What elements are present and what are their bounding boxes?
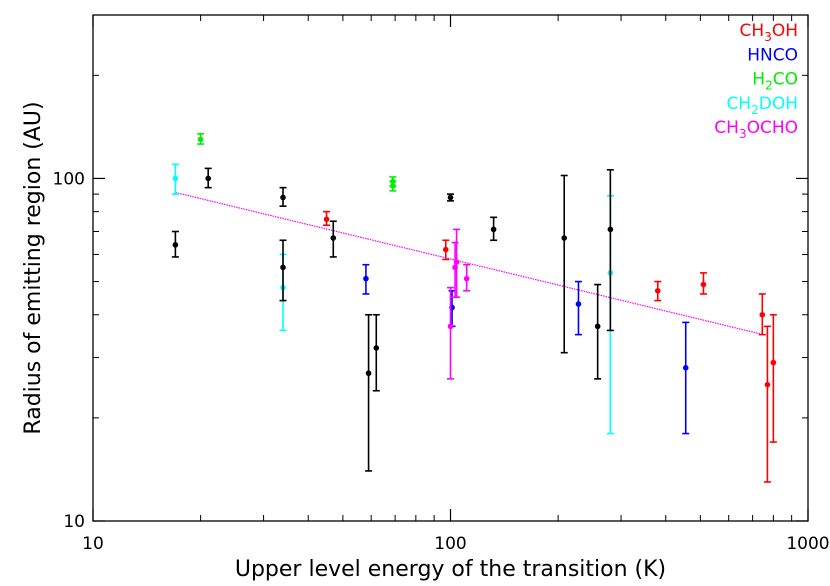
x-tick-label: 100 [434, 534, 466, 554]
data-point [453, 259, 460, 265]
data-point [770, 359, 777, 366]
data-point [205, 175, 211, 182]
data-point [197, 136, 204, 143]
data-point [463, 275, 470, 282]
legend-entry-hnco: HNCO [747, 45, 798, 65]
data-point [447, 194, 454, 201]
data-point [373, 345, 380, 351]
x-tick-label: 10 [82, 534, 104, 554]
data-point [764, 381, 771, 388]
data-point [172, 175, 179, 182]
x-tick-label: 1000 [786, 534, 829, 554]
data-point [700, 281, 707, 288]
data-point [682, 365, 689, 371]
y-tick-label: 100 [53, 169, 85, 189]
data-point [280, 264, 286, 271]
data-point [172, 242, 179, 248]
plot-frame [92, 14, 809, 522]
legend-entry-h2co: H2CO [752, 70, 798, 93]
legend-entry-ch3oh: CH3OH [740, 21, 798, 44]
data-point [575, 301, 582, 307]
fit-line [175, 191, 764, 336]
y-tick-label: 10 [63, 512, 85, 532]
series-ch3oh [323, 210, 777, 483]
data-point [365, 370, 372, 377]
data-point [561, 235, 568, 241]
data-point [607, 226, 614, 233]
data-point [442, 246, 449, 253]
legend-entry-ch2doh: CH2DOH [726, 94, 798, 117]
data-point [390, 178, 396, 185]
y-axis-title: Radius of emitting region (AU) [21, 101, 46, 434]
data-point [594, 323, 601, 330]
data-point [447, 323, 454, 330]
series-h2co [197, 132, 397, 192]
x-axis-title: Upper level energy of the transition (K) [235, 557, 666, 582]
data-point [280, 194, 286, 201]
data-point [654, 287, 661, 294]
data-point [330, 235, 337, 241]
data-marks [171, 132, 777, 483]
data-point [323, 216, 330, 223]
legend-entry-ch3ocho: CH3OCHO [714, 118, 798, 141]
data-point [759, 311, 766, 318]
axes: 10 100 1000 10 100 [53, 15, 830, 554]
series-ch3ocho [447, 228, 471, 380]
series-other [171, 167, 614, 472]
data-point [490, 226, 497, 233]
data-point [363, 275, 369, 282]
